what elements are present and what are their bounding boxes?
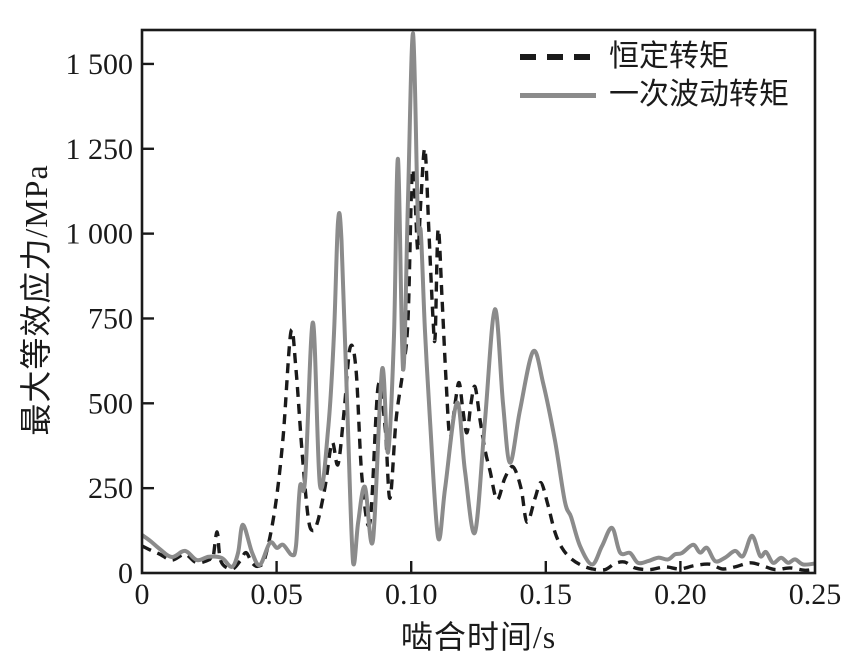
y-tick-label: 500 <box>88 387 133 420</box>
y-axis-title: 最大等效应力/MPa <box>18 164 54 436</box>
legend-label-constant-torque: 恒定转矩 <box>609 40 729 73</box>
x-tick-label: 0.25 <box>789 578 842 611</box>
x-tick-label: 0 <box>135 578 150 611</box>
x-tick-label: 0.15 <box>520 578 573 611</box>
legend: 恒定转矩 一次波动转矩 <box>520 40 789 112</box>
x-tick-label: 0.20 <box>654 578 707 611</box>
plot-frame <box>140 28 817 575</box>
x-axis-title: 啮合时间/s <box>400 619 557 655</box>
y-tick-label: 750 <box>88 302 133 335</box>
x-tick-label: 0.10 <box>385 578 438 611</box>
x-tick-label: 0.05 <box>250 578 303 611</box>
legend-item-constant-torque: 恒定转矩 <box>520 40 789 74</box>
legend-label-fluctuating-torque: 一次波动转矩 <box>609 78 789 111</box>
y-tick-label: 1 250 <box>66 133 134 166</box>
fluctuating-torque-series-line <box>140 31 816 569</box>
y-tick-label: 1 500 <box>66 48 134 81</box>
dashed-line-sample-icon <box>520 54 596 60</box>
y-tick-label: 1 000 <box>66 218 134 251</box>
y-tick-label: 0 <box>118 557 133 590</box>
y-tick-label: 250 <box>88 472 133 505</box>
solid-line-sample-icon <box>520 92 596 98</box>
legend-item-fluctuating-torque: 一次波动转矩 <box>520 78 789 112</box>
